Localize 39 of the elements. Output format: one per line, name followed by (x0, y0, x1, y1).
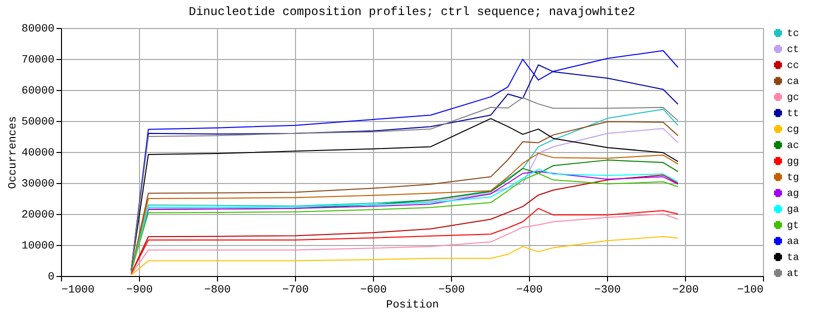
y-tick-label: 30000 (21, 178, 54, 190)
legend-label: ga (787, 205, 800, 216)
y-tick-label: 0 (48, 272, 54, 284)
chart-title: Dinucleotide composition profiles; ctrl sequence; navajowhite2 (188, 5, 636, 19)
x-tick-label: −300 (594, 284, 621, 296)
x-tick-label: −400 (516, 284, 543, 296)
legend-label: gg (787, 157, 800, 168)
legend-label: ca (787, 77, 800, 88)
y-tick-label: 50000 (21, 116, 54, 128)
legend-label: gt (787, 221, 800, 232)
x-tick-label: −600 (360, 284, 387, 296)
y-tick-label: 60000 (21, 86, 54, 98)
line-series (130, 236, 678, 276)
legend-label: tt (787, 109, 800, 120)
y-axis-title: Occurrences (7, 116, 20, 189)
x-tick-label: −100 (737, 284, 764, 296)
x-tick-label: −500 (438, 284, 465, 296)
legend-label: ac (787, 141, 800, 152)
x-axis-title: Position (386, 300, 439, 312)
y-tick-label: 80000 (21, 24, 54, 36)
y-tick-label: 20000 (21, 210, 54, 222)
y-tick-label: 70000 (21, 54, 54, 66)
legend-label: cc (787, 61, 800, 72)
legend-label: gc (787, 93, 800, 104)
legend-label: tg (787, 173, 800, 184)
x-tick-label: −900 (126, 284, 153, 296)
x-tick-label: −800 (204, 284, 231, 296)
legend-label: tc (787, 29, 800, 40)
legend-label: ct (787, 45, 800, 56)
legend-label: aa (787, 237, 800, 248)
y-tick-label: 40000 (21, 148, 54, 160)
y-tick-label: 10000 (21, 240, 54, 252)
legend-label: at (787, 269, 800, 280)
legend-label: ag (787, 189, 800, 200)
legend-label: ta (787, 253, 800, 264)
x-tick-label: −1000 (62, 284, 95, 296)
legend-label: cg (787, 125, 800, 136)
x-tick-label: −200 (672, 284, 699, 296)
x-tick-label: −700 (282, 284, 309, 296)
